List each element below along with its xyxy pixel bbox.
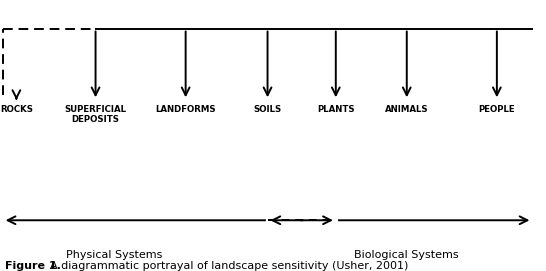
Text: A diagrammatic portrayal of landscape sensitivity (Usher, 2001): A diagrammatic portrayal of landscape se… (50, 261, 408, 271)
Text: Figure 1.: Figure 1. (5, 261, 61, 271)
Text: SUPERFICIAL
DEPOSITS: SUPERFICIAL DEPOSITS (64, 105, 127, 124)
Text: PLANTS: PLANTS (317, 105, 354, 114)
Text: ROCKS: ROCKS (0, 105, 33, 114)
Text: Biological Systems: Biological Systems (354, 250, 459, 260)
Text: PEOPLE: PEOPLE (478, 105, 515, 114)
Text: Physical Systems: Physical Systems (67, 250, 163, 260)
Text: ANIMALS: ANIMALS (385, 105, 429, 114)
Text: SOILS: SOILS (253, 105, 282, 114)
Text: LANDFORMS: LANDFORMS (155, 105, 216, 114)
